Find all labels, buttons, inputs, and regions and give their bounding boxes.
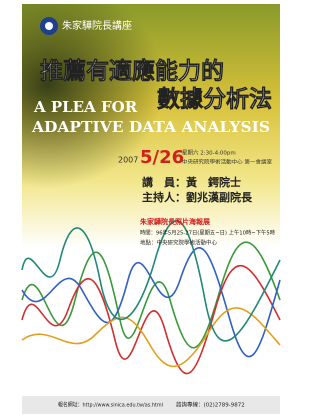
poster: 朱家驊院長講座 推薦有適應能力的 數據分析法 A PLEA FOR ADAPTI… (0, 0, 302, 416)
footer-signup: 報名網址：http://www.sinica.edu.tw/as.html (58, 401, 163, 409)
logo-inner (45, 22, 53, 30)
exhibit-title: 朱家驊院長照片海報展 (140, 217, 211, 226)
title-en-2: ADAPTIVE DATA ANALYSIS (31, 118, 270, 136)
series-title: 朱家驊院長講座 (62, 19, 132, 32)
title-en-1: A PLEA FOR (33, 98, 138, 116)
exhibit-time: 時間：96年5月25-27日(星期五~日) 上午10時~下午5時 (140, 229, 275, 237)
speaker: 講 員：黃 鍔院士 (142, 175, 241, 189)
event-venue: 中央研究院學術活動中心 第一會議室 (182, 159, 272, 166)
footer-phone: 諮詢專線：(02)2789-9872 (176, 401, 245, 409)
title-zh-2: 數據分析法 (157, 87, 272, 113)
event-date: 5/26 (140, 147, 184, 168)
title-zh-1: 推薦有適應能力的 (40, 58, 224, 85)
host: 主持人：劉兆漢副院長 (142, 190, 253, 204)
exhibit-place: 地點：中央研究院學術活動中心 (140, 239, 218, 247)
event-year: 2007 (118, 156, 138, 165)
event-time: 星期六 2:30-4:00pm (182, 149, 236, 157)
